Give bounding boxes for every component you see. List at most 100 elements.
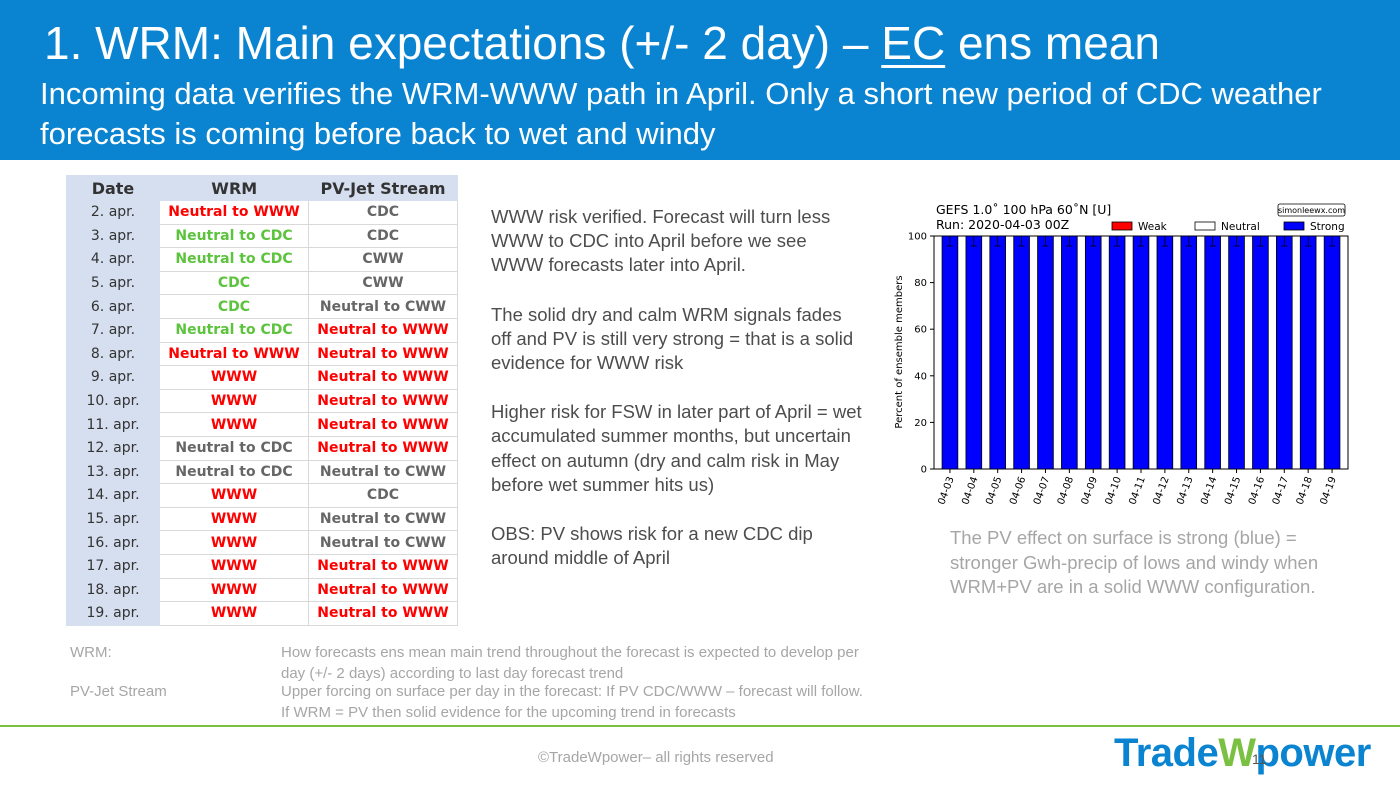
slide-title: 1. WRM: Main expectations (+/- 2 day) – … bbox=[44, 16, 1160, 70]
x-tick-label: 04-06 bbox=[1008, 475, 1028, 506]
header-banner: 1. WRM: Main expectations (+/- 2 day) – … bbox=[0, 0, 1400, 160]
cell-wrm: CDC bbox=[160, 294, 309, 319]
table-row: 11. apr. WWW Neutral to WWW bbox=[66, 412, 458, 437]
table-row: 3. apr. Neutral to CDC CDC bbox=[66, 224, 458, 249]
commentary-paragraph-3: Higher risk for FSW in later part of Apr… bbox=[491, 401, 862, 495]
legend-label-weak: Weak bbox=[1138, 221, 1168, 233]
cell-date: 15. apr. bbox=[66, 507, 160, 532]
table-row: 15. apr. WWW Neutral to CWW bbox=[66, 507, 458, 532]
cell-date: 7. apr. bbox=[66, 318, 160, 343]
cell-pv: CDC bbox=[308, 224, 458, 249]
cell-wrm: WWW bbox=[160, 530, 309, 555]
cell-pv: CDC bbox=[308, 201, 458, 225]
forecast-table: Date WRM PV-Jet Stream 2. apr. Neutral to… bbox=[66, 175, 458, 626]
x-tick-label: 04-13 bbox=[1175, 475, 1195, 506]
legend-value-wrm: How forecasts ens mean main trend throug… bbox=[281, 644, 859, 682]
bar-strong bbox=[1013, 235, 1030, 470]
footer-divider bbox=[0, 725, 1400, 727]
cell-date: 10. apr. bbox=[66, 389, 160, 414]
cell-wrm: Neutral to CDC bbox=[160, 460, 309, 485]
bar-strong bbox=[1204, 235, 1221, 470]
bar-strong bbox=[1132, 235, 1150, 470]
title-ec-link[interactable]: EC bbox=[881, 17, 946, 69]
cell-pv: Neutral to CWW bbox=[308, 294, 458, 319]
legend-key-wrm: WRM: bbox=[70, 644, 112, 661]
cell-wrm: WWW bbox=[160, 365, 309, 390]
cell-pv: Neutral to WWW bbox=[308, 318, 458, 343]
header-pv: PV-Jet Stream bbox=[308, 175, 458, 201]
cell-pv: Neutral to WWW bbox=[308, 554, 458, 579]
bar-strong bbox=[1156, 235, 1174, 470]
bar-strong bbox=[1037, 235, 1054, 470]
bar-strong bbox=[941, 235, 959, 470]
header-wrm: WRM bbox=[160, 175, 309, 201]
chart-watermark-box bbox=[1277, 203, 1346, 217]
cell-pv: Neutral to WWW bbox=[308, 389, 458, 414]
logo-text-power: power bbox=[1255, 731, 1371, 775]
y-tick-label: 0 bbox=[921, 465, 927, 476]
cell-date: 5. apr. bbox=[66, 271, 160, 296]
cell-pv: Neutral to WWW bbox=[308, 412, 458, 437]
legend-value-pv: Upper forcing on surface per day in the … bbox=[281, 683, 863, 721]
cell-wrm: Neutral to CDC bbox=[160, 436, 309, 461]
table-row: 7. apr. Neutral to CDC Neutral to WWW bbox=[66, 318, 458, 343]
bar-strong bbox=[1108, 235, 1126, 470]
cell-date: 2. apr. bbox=[66, 201, 160, 225]
legend-swatch-strong bbox=[1283, 221, 1305, 231]
legend-swatch-weak bbox=[1111, 221, 1133, 231]
table-row: 12. apr. Neutral to CDC Neutral to WWW bbox=[66, 436, 458, 461]
x-tick-label: 04-17 bbox=[1271, 475, 1291, 506]
title-suffix: ens mean bbox=[945, 17, 1160, 69]
table-row: 17. apr. WWW Neutral to WWW bbox=[66, 554, 458, 579]
cell-date: 4. apr. bbox=[66, 247, 160, 272]
cell-pv: Neutral to WWW bbox=[308, 342, 458, 367]
legend-key-pv: PV-Jet Stream bbox=[70, 683, 167, 700]
bar-strong bbox=[1299, 235, 1317, 470]
bar-strong bbox=[1061, 235, 1078, 470]
chart-subtitle: Run: 2020-04-03 00Z bbox=[936, 217, 1069, 232]
x-tick-label: 04-15 bbox=[1223, 475, 1243, 506]
x-tick-label: 04-09 bbox=[1080, 475, 1100, 506]
bar-strong bbox=[1323, 235, 1341, 470]
cell-wrm: Neutral to WWW bbox=[160, 342, 309, 367]
cell-wrm: WWW bbox=[160, 554, 309, 579]
cell-date: 13. apr. bbox=[66, 460, 160, 485]
table-row: 8. apr. Neutral to WWW Neutral to WWW bbox=[66, 342, 458, 367]
table-row: 19. apr. WWW Neutral to WWW bbox=[66, 601, 458, 626]
copyright-text: ©TradeWpower– all rights reserved bbox=[538, 749, 774, 766]
cell-date: 9. apr. bbox=[66, 365, 160, 390]
cell-wrm: Neutral to CDC bbox=[160, 247, 309, 272]
cell-wrm: CDC bbox=[160, 271, 309, 296]
x-tick-label: 04-07 bbox=[1032, 475, 1052, 506]
bar-strong bbox=[1228, 235, 1245, 470]
chart-caption: The PV effect on surface is strong (blue… bbox=[950, 527, 1319, 597]
cell-wrm: WWW bbox=[160, 483, 309, 508]
cell-wrm: WWW bbox=[160, 412, 309, 437]
cell-date: 14. apr. bbox=[66, 483, 160, 508]
y-tick-label: 80 bbox=[914, 278, 927, 289]
x-tick-label: 04-11 bbox=[1128, 475, 1148, 506]
cell-pv: CWW bbox=[308, 271, 458, 296]
title-prefix: 1. WRM: Main expectations (+/- 2 day) – bbox=[44, 17, 882, 69]
cell-pv: Neutral to WWW bbox=[308, 601, 458, 626]
pv-strength-chart: GEFS 1.0˚ 100 hPa 60˚N [U] Run: 2020-04-… bbox=[894, 202, 1349, 506]
cell-date: 19. apr. bbox=[66, 601, 160, 626]
logo-text-w: W bbox=[1218, 731, 1256, 775]
cell-pv: Neutral to WWW bbox=[308, 436, 458, 461]
page-number: 11 bbox=[1252, 751, 1267, 767]
table-row: 10. apr. WWW Neutral to WWW bbox=[66, 389, 458, 414]
legend-swatch-neutral bbox=[1194, 221, 1216, 231]
cell-date: 11. apr. bbox=[66, 412, 160, 437]
table-row: 16. apr. WWW Neutral to CWW bbox=[66, 530, 458, 555]
table-row: 4. apr. Neutral to CDC CWW bbox=[66, 247, 458, 272]
cell-wrm: Neutral to CDC bbox=[160, 318, 309, 343]
legend-label-strong: Strong bbox=[1310, 221, 1345, 233]
x-tick-label: 04-12 bbox=[1151, 475, 1171, 506]
x-tick-label: 04-16 bbox=[1247, 475, 1267, 506]
cell-pv: Neutral to WWW bbox=[308, 365, 458, 390]
cell-wrm: WWW bbox=[160, 507, 309, 532]
cell-wrm: Neutral to WWW bbox=[160, 201, 309, 225]
bar-strong bbox=[1276, 235, 1293, 470]
table-row: 18. apr. WWW Neutral to WWW bbox=[66, 578, 458, 603]
